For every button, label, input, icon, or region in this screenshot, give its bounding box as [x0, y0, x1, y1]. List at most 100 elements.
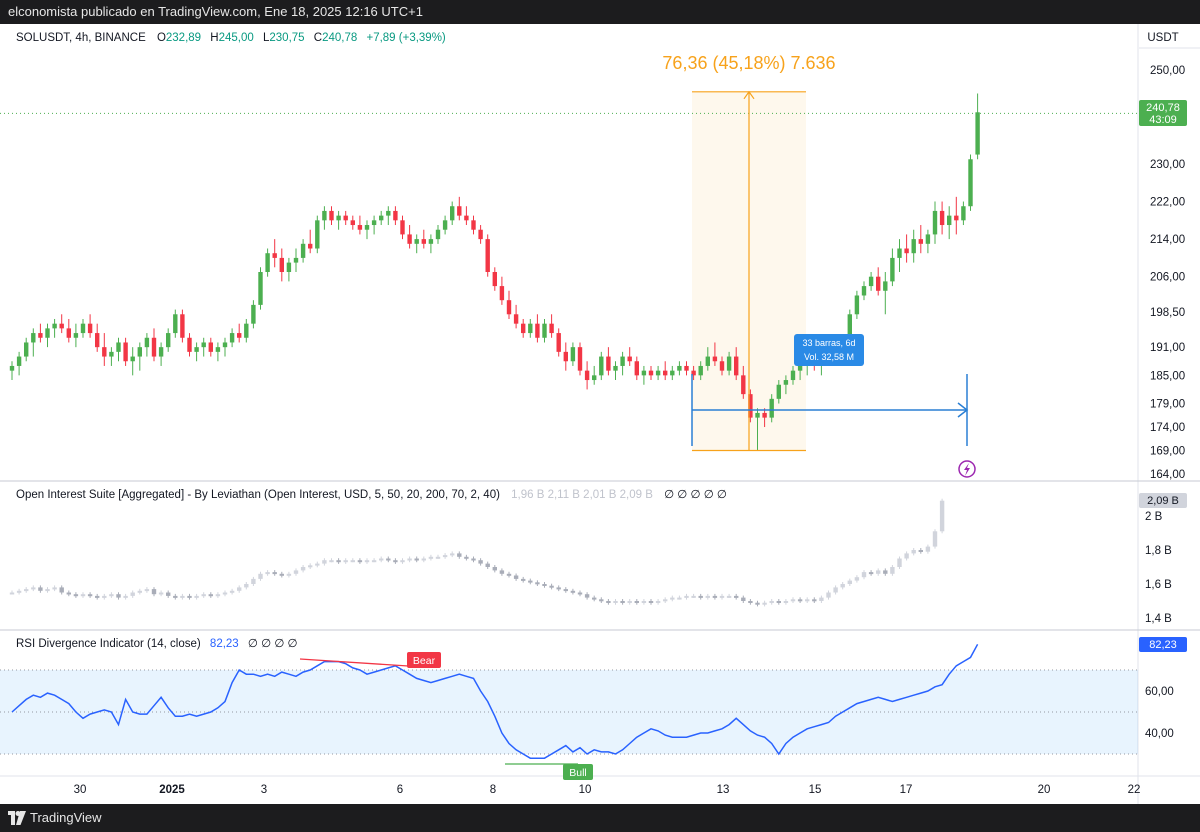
price-tick-label: 198,50: [1150, 307, 1185, 319]
oi-bar: [741, 597, 746, 601]
oi-bar: [620, 601, 625, 603]
candle-body: [386, 210, 391, 216]
bull-divergence-label: Bull: [563, 764, 593, 780]
date-range-tool[interactable]: [691, 374, 969, 446]
candle-body: [641, 370, 647, 376]
candle-body: [847, 314, 852, 343]
candle-body: [102, 347, 107, 357]
candle-body: [237, 333, 242, 338]
candle-body: [73, 333, 79, 338]
oi-bar: [371, 560, 377, 563]
oi-bar: [670, 597, 675, 600]
oi-bar: [485, 563, 490, 567]
candle-body: [329, 210, 334, 221]
price-tick-label: 222,00: [1150, 197, 1185, 209]
candle-body: [485, 239, 490, 272]
svg-text:Bull: Bull: [569, 767, 587, 779]
oi-bar: [819, 597, 824, 601]
candle-body: [414, 239, 419, 244]
oi-bar: [24, 589, 29, 592]
candle-body: [379, 215, 384, 221]
time-tick-label: 8: [490, 784, 496, 796]
oi-bar: [833, 587, 838, 593]
chart-canvas[interactable]: 76,36 (45,18%) 7.636 33 barras, 6d Vol. …: [0, 24, 1200, 804]
candle-body: [9, 365, 15, 371]
candle-body: [315, 220, 320, 249]
gridlines: [0, 24, 1200, 804]
candle-body: [932, 210, 938, 235]
lightning-icon[interactable]: [958, 460, 976, 478]
candle-body: [208, 342, 213, 352]
rsi-legend: RSI Divergence Indicator (14, close) 82,…: [16, 638, 298, 650]
oi-bar: [38, 587, 43, 591]
price-tick-label: 206,00: [1150, 272, 1185, 284]
candle-body: [655, 370, 661, 376]
candle-body: [861, 286, 867, 296]
publish-info: elconomista publicado en TradingView.com…: [8, 4, 423, 19]
candle-body: [542, 323, 547, 338]
candle-body: [166, 333, 171, 348]
candle-body: [336, 215, 341, 221]
candle-body: [343, 215, 348, 221]
time-tick-label: 30: [74, 784, 87, 796]
candle-body: [911, 239, 916, 254]
oi-bar: [215, 594, 221, 597]
candle-body: [109, 351, 114, 357]
oi-bar: [812, 599, 817, 602]
candle-body: [272, 253, 277, 258]
candle-body: [364, 225, 370, 230]
oi-bar: [797, 599, 803, 602]
oi-bar: [769, 601, 774, 603]
oi-bar: [251, 578, 256, 584]
candle-body: [499, 286, 505, 301]
svg-text:Bear: Bear: [413, 655, 436, 667]
oi-bar: [861, 572, 867, 578]
oi-bar: [641, 601, 647, 603]
oi-bar: [677, 597, 682, 600]
oi-tick-label: 1,4 B: [1145, 613, 1172, 625]
candle-body: [158, 347, 164, 357]
candle-body: [180, 314, 185, 338]
oi-bar: [116, 594, 121, 598]
candle-body: [457, 206, 462, 216]
rsi-line: [11, 643, 979, 759]
candle-body: [627, 356, 632, 362]
oi-bar: [904, 553, 909, 559]
oi-bar: [16, 590, 22, 593]
candle-body: [677, 365, 682, 371]
candle-body: [151, 337, 157, 357]
time-tick-label: 13: [717, 784, 730, 796]
candle-body: [215, 347, 221, 352]
oi-bar: [80, 594, 86, 597]
time-tick-label: 22: [1128, 784, 1141, 796]
oi-bar: [102, 595, 107, 598]
open-interest-pane[interactable]: Open Interest Suite [Aggregated] - By Le…: [9, 489, 945, 607]
oi-bar: [606, 601, 611, 603]
bear-divergence-label: Bear: [407, 652, 441, 668]
candle-body: [251, 304, 256, 324]
oi-bar: [840, 584, 845, 588]
oi-bar: [73, 594, 79, 597]
oi-bar: [535, 582, 540, 585]
oi-bar: [59, 587, 64, 593]
time-tick-label: 10: [579, 784, 592, 796]
candle-body: [265, 253, 270, 272]
candle-body: [137, 347, 142, 357]
candle-body: [464, 215, 469, 221]
candle-body: [173, 314, 178, 334]
candle-body: [201, 342, 206, 348]
oi-bar: [173, 595, 178, 598]
chart-background: [0, 24, 1200, 804]
candle-body: [222, 342, 228, 348]
oi-bar: [890, 567, 895, 574]
main-price-pane[interactable]: 76,36 (45,18%) 7.636 33 barras, 6d Vol. …: [0, 32, 1138, 478]
candle-body: [116, 342, 121, 352]
time-axis[interactable]: 30 2025 3 6 8 10 13 15 17 20 22: [74, 784, 1141, 796]
rsi-pane[interactable]: Bear Bull RSI Divergence Indicator (14, …: [0, 638, 1138, 780]
candle-body: [606, 356, 611, 371]
candle-body: [393, 210, 398, 221]
price-tick-label: 185,00: [1150, 370, 1185, 382]
oi-bar: [428, 556, 434, 559]
price-axis[interactable]: USDT 250,00 230,00 222,00 214,00 206,00 198,5…: [1139, 24, 1200, 740]
candle-body: [123, 342, 128, 362]
